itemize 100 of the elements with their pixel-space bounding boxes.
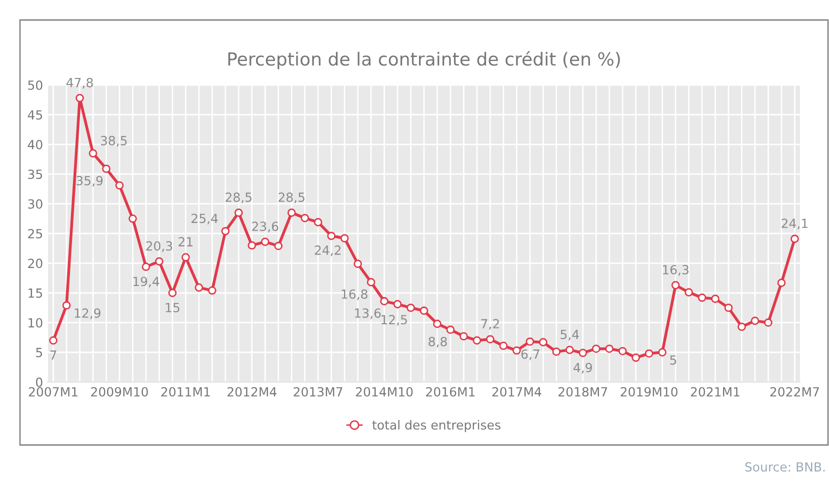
data-label: 5 (670, 355, 676, 365)
point (182, 253, 190, 262)
point (155, 257, 164, 266)
point (658, 348, 666, 356)
point (314, 218, 322, 226)
data-label: 38,5 (100, 136, 127, 147)
data-label: 24,2 (314, 245, 341, 256)
point (499, 342, 508, 350)
data-label: 12,9 (74, 308, 100, 320)
point (88, 149, 98, 158)
x-tick-label: 2007M1 (28, 387, 78, 397)
data-label: 28,5 (278, 192, 304, 204)
point (684, 288, 693, 296)
y-tick-label: 35 (28, 170, 42, 180)
data-label: 47,8 (66, 78, 93, 89)
data-label: 15 (166, 303, 180, 312)
point (512, 346, 521, 355)
x-tick-label: 2013M7 (294, 387, 342, 397)
point (248, 241, 256, 250)
point (62, 301, 71, 310)
point (698, 293, 706, 302)
data-label: 35,9 (76, 176, 103, 187)
data-label: 7,2 (481, 319, 499, 330)
point (194, 283, 204, 292)
chart-title: Perception de la contrainte de crédit (en %) (228, 51, 620, 70)
point (366, 278, 376, 286)
y-tick-label: 25 (28, 228, 42, 238)
source-note: Source: BNB. (745, 462, 825, 472)
data-label: 8,8 (428, 336, 447, 348)
x-tick-label: 2022M7 (770, 387, 819, 397)
point (208, 286, 216, 295)
point (406, 304, 415, 312)
point (142, 262, 150, 271)
data-label: 13,6 (355, 308, 381, 320)
point (340, 234, 349, 242)
point (592, 344, 600, 353)
point (102, 164, 110, 173)
point (287, 208, 296, 217)
data-label: 16,8 (342, 289, 368, 300)
point (115, 181, 124, 190)
data-label: 25,4 (192, 214, 218, 224)
y-tick-label: 30 (28, 199, 42, 209)
point (578, 348, 588, 358)
x-tick-label: 2009M10 (91, 387, 148, 397)
point (538, 338, 548, 346)
y-tick-label: 10 (28, 318, 42, 328)
data-label: 12,5 (382, 314, 407, 326)
point (221, 226, 230, 236)
point (632, 353, 640, 362)
data-label: 24,1 (782, 218, 808, 230)
data-label: 6,7 (521, 349, 540, 360)
point (644, 349, 654, 358)
point (711, 294, 720, 304)
point (750, 316, 760, 325)
point (354, 260, 362, 268)
x-tick-label: 2017M4 (492, 387, 542, 397)
x-tick-label: 2012M4 (228, 387, 276, 397)
y-tick-label: 0 (36, 377, 42, 387)
point (420, 306, 428, 315)
data-label: 21 (178, 237, 192, 246)
x-tick-label: 2018M7 (558, 387, 608, 397)
point (380, 297, 388, 306)
point (128, 214, 137, 223)
point (260, 238, 270, 246)
y-tick-label: 40 (28, 140, 42, 150)
point (433, 320, 442, 328)
y-tick-label: 20 (28, 258, 42, 268)
data-label: 16,3 (663, 264, 688, 276)
data-label: 5,4 (560, 330, 579, 340)
data-label: 19,4 (133, 276, 160, 288)
point (446, 326, 455, 334)
point (76, 94, 84, 102)
x-tick-label: 2014M10 (356, 387, 413, 397)
point (327, 232, 336, 240)
point (565, 346, 574, 354)
point (472, 336, 482, 345)
point (234, 208, 243, 217)
point (790, 234, 799, 244)
x-tick-label: 2016M1 (426, 387, 475, 397)
point (486, 335, 494, 344)
data-label: 7 (50, 350, 56, 360)
data-label: 4,9 (574, 362, 592, 374)
y-tick-label: 15 (28, 288, 42, 298)
y-tick-label: 45 (28, 110, 42, 120)
point (393, 300, 402, 308)
point (552, 348, 561, 356)
y-tick-label: 50 (28, 80, 42, 90)
point (460, 332, 468, 340)
point (168, 288, 177, 298)
point (618, 346, 627, 356)
point (49, 336, 58, 345)
point (274, 242, 283, 250)
point (777, 278, 786, 287)
x-tick-label: 2021M1 (690, 387, 740, 397)
point (738, 322, 746, 331)
point (724, 304, 733, 312)
point (526, 337, 534, 346)
point (671, 281, 680, 290)
x-tick-label: 2019M10 (620, 387, 678, 397)
data-label: 20,3 (146, 241, 172, 252)
